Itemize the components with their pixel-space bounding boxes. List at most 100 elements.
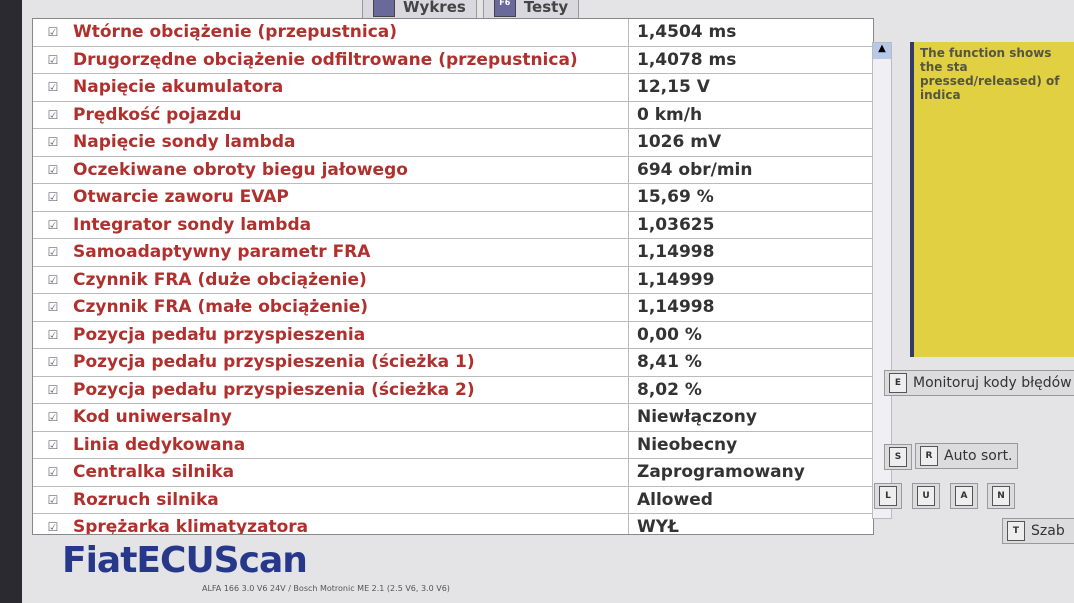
key-s: S [889, 447, 907, 467]
row-checkbox[interactable]: ☑ [47, 520, 59, 535]
app-window: Wykres F6 Testy ☑ Wtórne obciążenie (przep… [22, 0, 1074, 603]
button-label: Auto sort. [944, 448, 1013, 464]
table-row[interactable]: ☑ Wtórne obciążenie (przepustnica) 1,4504 … [33, 19, 873, 47]
parameter-value: WYŁ [637, 517, 679, 535]
row-checkbox[interactable]: ☑ [47, 107, 59, 122]
tab-label: Wykres [403, 0, 466, 16]
button-label: Szab [1031, 523, 1065, 539]
row-checkbox[interactable]: ☑ [47, 135, 59, 150]
row-checkbox[interactable]: ☑ [47, 245, 59, 260]
auto-sort-button[interactable]: R Auto sort. [915, 443, 1018, 469]
parameter-name: Czynnik FRA (małe obciążenie) [73, 294, 629, 321]
table-row[interactable]: ☑ Prędkość pojazdu 0 km/h [33, 101, 873, 129]
a-button[interactable]: A [950, 483, 978, 509]
parameter-value: Zaprogramowany [637, 462, 805, 483]
u-button[interactable]: U [912, 483, 940, 509]
status-bar: ALFA 166 3.0 V6 24V / Bosch Motronic ME … [202, 584, 450, 593]
row-checkbox[interactable]: ☑ [47, 217, 59, 232]
row-checkbox[interactable]: ☑ [47, 382, 59, 397]
parameter-value: 0,00 % [637, 324, 702, 345]
n-button[interactable]: N [987, 483, 1015, 509]
parameter-name: Pozycja pedału przyspieszenia [73, 321, 629, 348]
row-checkbox[interactable]: ☑ [47, 492, 59, 507]
parameter-value: 1,14999 [637, 269, 715, 290]
chart-icon [373, 0, 395, 17]
monitor-errors-button[interactable]: E Monitoruj kody błędów [884, 370, 1074, 396]
table-row[interactable]: ☑ Kod uniwersalny Niewłączony [33, 404, 873, 432]
parameter-name: Czynnik FRA (duże obciążenie) [73, 266, 629, 293]
parameter-value: 8,02 % [637, 379, 702, 400]
parameter-value: 1026 mV [637, 132, 722, 153]
parameter-name: Integrator sondy lambda [73, 211, 629, 238]
parameter-name: Linia dedykowana [73, 431, 629, 458]
tab-chart[interactable]: Wykres [362, 0, 477, 20]
table-row[interactable]: ☑ Pozycja pedału przyspieszenia (ścieżka … [33, 376, 873, 404]
parameter-name: Oczekiwane obroty biegu jałowego [73, 156, 629, 183]
row-checkbox[interactable]: ☑ [47, 410, 59, 425]
row-checkbox[interactable]: ☑ [47, 437, 59, 452]
row-checkbox[interactable]: ☑ [47, 272, 59, 287]
table-row[interactable]: ☑ Centralka silnika Zaprogramowany [33, 459, 873, 487]
app-logo: FiatECUScan [62, 540, 308, 581]
parameter-value: 694 obr/min [637, 159, 753, 180]
row-checkbox[interactable]: ☑ [47, 327, 59, 342]
templates-button[interactable]: T Szab [1002, 518, 1074, 544]
table-row[interactable]: ☑ Linia dedykowana Nieobecny [33, 431, 873, 459]
tab-label: Testy [523, 0, 569, 16]
key-l: L [879, 486, 897, 506]
row-checkbox[interactable]: ☑ [47, 355, 59, 370]
s-button[interactable]: S [884, 444, 912, 470]
parameter-value: 1,14998 [637, 297, 715, 318]
table-row[interactable]: ☑ Napięcie sondy lambda 1026 mV [33, 129, 873, 157]
table-scrollbar[interactable]: ▲ [872, 42, 892, 519]
table-row[interactable]: ☑ Samoadaptywny parametr FRA 1,14998 [33, 239, 873, 267]
row-checkbox[interactable]: ☑ [47, 162, 59, 177]
table-row[interactable]: ☑ Drugorzędne obciążenie odfiltrowane (pr… [33, 46, 873, 74]
parameter-value: 12,15 V [637, 77, 710, 98]
parameters-table: ☑ Wtórne obciążenie (przepustnica) 1,4504 … [32, 18, 874, 535]
tab-tests[interactable]: F6 Testy [482, 0, 580, 20]
parameter-name: Pozycja pedału przyspieszenia (ścieżka 1… [73, 349, 629, 376]
key-n: N [992, 486, 1010, 506]
row-checkbox[interactable]: ☑ [47, 465, 59, 480]
parameter-value: Nieobecny [637, 434, 738, 455]
parameter-value: Niewłączony [637, 407, 757, 428]
tab-bar: Wykres F6 Testy [362, 0, 580, 20]
key-t: T [1007, 521, 1025, 541]
parameter-name: Pozycja pedału przyspieszenia (ścieżka 2… [73, 376, 629, 403]
parameter-name: Wtórne obciążenie (przepustnica) [73, 19, 629, 46]
row-checkbox[interactable]: ☑ [47, 300, 59, 315]
table-row[interactable]: ☑ Rozruch silnika Allowed [33, 486, 873, 514]
row-checkbox[interactable]: ☑ [47, 80, 59, 95]
table-row[interactable]: ☑ Czynnik FRA (duże obciążenie) 1,14999 [33, 266, 873, 294]
scroll-up-icon[interactable]: ▲ [873, 43, 891, 59]
table-row[interactable]: ☑ Otwarcie zaworu EVAP 15,69 % [33, 184, 873, 212]
parameter-name: Rozruch silnika [73, 486, 629, 513]
table-row[interactable]: ☑ Pozycja pedału przyspieszenia (ścieżka … [33, 349, 873, 377]
parameter-name: Sprężarka klimatyzatora [73, 514, 629, 534]
table-row[interactable]: ☑ Sprężarka klimatyzatora WYŁ [33, 514, 873, 535]
key-r: R [920, 446, 938, 466]
table-row[interactable]: ☑ Oczekiwane obroty biegu jałowego 694 obr… [33, 156, 873, 184]
parameter-name: Prędkość pojazdu [73, 101, 629, 128]
button-label: Monitoruj kody błędów [913, 375, 1072, 391]
table-row[interactable]: ☑ Czynnik FRA (małe obciążenie) 1,14998 [33, 294, 873, 322]
l-button[interactable]: L [874, 483, 902, 509]
parameter-value: 1,14998 [637, 242, 715, 263]
parameter-name: Otwarcie zaworu EVAP [73, 184, 629, 211]
parameter-value: 1,03625 [637, 214, 715, 235]
parameter-value: Allowed [637, 489, 713, 510]
key-e: E [889, 373, 907, 393]
parameter-value: 1,4504 ms [637, 22, 737, 43]
table-row[interactable]: ☑ Napięcie akumulatora 12,15 V [33, 74, 873, 102]
parameter-name: Centralka silnika [73, 459, 629, 486]
row-checkbox[interactable]: ☑ [47, 52, 59, 67]
row-checkbox[interactable]: ☑ [47, 25, 59, 40]
row-checkbox[interactable]: ☑ [47, 190, 59, 205]
table-row[interactable]: ☑ Integrator sondy lambda 1,03625 [33, 211, 873, 239]
table-row[interactable]: ☑ Pozycja pedału przyspieszenia 0,00 % [33, 321, 873, 349]
parameter-name: Napięcie sondy lambda [73, 129, 629, 156]
parameter-name: Samoadaptywny parametr FRA [73, 239, 629, 266]
help-panel: The function shows the sta pressed/relea… [910, 42, 1074, 357]
parameter-value: 0 km/h [637, 104, 703, 125]
